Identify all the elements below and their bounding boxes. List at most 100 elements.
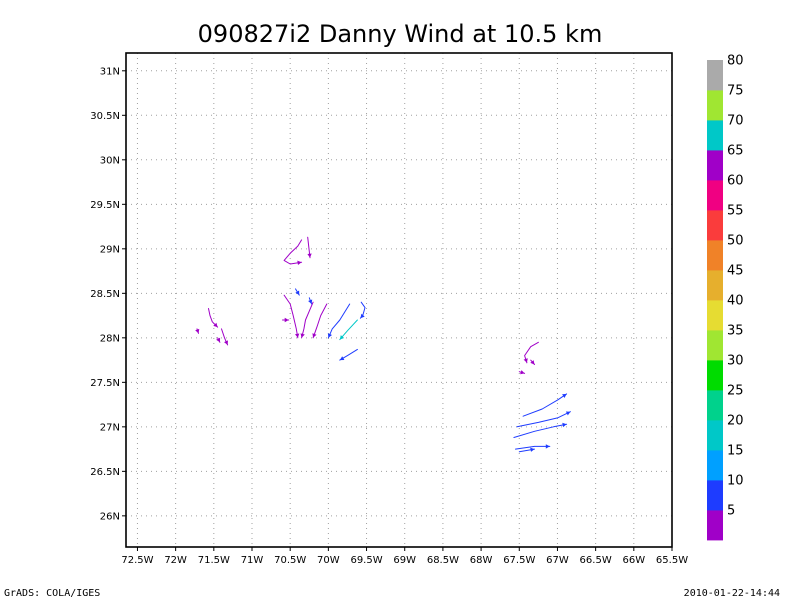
y-tick-label-6: 29N [100, 244, 120, 255]
y-axis-ticks: 26N 26.5N 27N 27.5N 28N 28.5N 29N 29.5N 30N 30.5N… [90, 66, 126, 522]
streamline-arrowhead-20 [565, 411, 571, 416]
streamline-arrowhead-7 [284, 317, 289, 323]
streamlines [195, 236, 571, 453]
streamline-arrowhead-23 [530, 447, 535, 452]
streamline-9 [312, 303, 328, 339]
streamline-arrowhead-15 [339, 356, 345, 361]
y-tick-label-10: 31N [100, 66, 120, 77]
y-tick-label-8: 30N [100, 155, 120, 166]
colorbar-label-13: 70 [727, 114, 744, 129]
colorbar-label-11: 60 [727, 174, 744, 189]
x-tick-label-3: 71W [241, 555, 264, 566]
colorbar-bin-9 [707, 240, 723, 271]
colorbar-label-7: 40 [727, 294, 744, 309]
colorbar-label-10: 55 [727, 204, 744, 219]
y-tick-label-7: 29.5N [90, 200, 120, 211]
streamline-arrowhead-21 [562, 422, 567, 428]
colorbar-bin-15 [707, 60, 723, 91]
x-tick-label-10: 67.5W [503, 555, 535, 566]
colorbar-label-9: 50 [727, 234, 744, 249]
footer-left: GrADS: COLA/IGES [4, 588, 100, 599]
streamline-arrowhead-0 [297, 260, 302, 265]
streamline-arrowhead-13 [339, 335, 345, 340]
y-tick-label-4: 28N [100, 333, 120, 344]
streamline-arrowhead-16 [523, 358, 528, 363]
x-tick-label-13: 66W [623, 555, 646, 566]
colorbar-bin-2 [707, 450, 723, 481]
y-tick-label-5: 28.5N [90, 289, 120, 300]
streamline-arrowhead-14 [360, 313, 365, 319]
streamline-arrowhead-18 [520, 370, 525, 375]
x-tick-label-6: 69.5W [350, 555, 382, 566]
colorbar-label-5: 30 [727, 354, 744, 369]
x-axis-ticks: 72.5W 72W 71.5W 71W 70.5W 70W 69.5W 69W 68.5W 68W… [121, 547, 688, 566]
colorbar-bin-3 [707, 420, 723, 451]
x-tick-label-5: 70W [317, 555, 340, 566]
colorbar-bin-11 [707, 180, 723, 211]
colorbar-bin-14 [707, 90, 723, 121]
y-tick-label-2: 27N [100, 422, 120, 433]
colorbar-bin-6 [707, 330, 723, 361]
x-tick-label-8: 68.5W [427, 555, 459, 566]
streamline-arrowhead-11 [308, 299, 313, 304]
colorbar-bin-5 [707, 360, 723, 391]
streamline-6 [283, 294, 299, 339]
streamline-arrowhead-19 [562, 393, 567, 398]
colorbar-bin-1 [707, 480, 723, 511]
x-tick-label-12: 66.5W [580, 555, 612, 566]
streamline-arrowhead-1 [307, 253, 312, 258]
colorbar-label-4: 25 [727, 384, 744, 399]
streamline-arrowhead-22 [545, 444, 550, 449]
colorbar-bin-7 [707, 300, 723, 331]
colorbar-label-3: 20 [727, 414, 744, 429]
colorbar-bin-8 [707, 270, 723, 301]
streamline-21 [513, 423, 568, 438]
streamline-0 [283, 239, 303, 265]
streamline-12 [327, 303, 351, 339]
plot-frame [125, 52, 673, 548]
colorbar-bin-0 [707, 510, 723, 541]
x-tick-label-2: 71.5W [198, 555, 230, 566]
colorbar-label-8: 45 [727, 264, 744, 279]
streamline-arrowhead-10 [295, 290, 300, 296]
colorbar: 5 10 15 20 25 30 35 40 45 50 55 60 65 70 75 80 [707, 54, 744, 541]
y-tick-label-1: 26.5N [90, 467, 120, 478]
grid-lines [126, 53, 673, 547]
colorbar-label-1: 10 [727, 474, 744, 489]
streamline-arrowhead-8 [300, 333, 305, 338]
y-tick-label-3: 27.5N [90, 378, 120, 389]
chart-title: 090827i2 Danny Wind at 10.5 km [198, 20, 603, 48]
streamline-22 [515, 445, 551, 450]
colorbar-label-6: 35 [727, 324, 744, 339]
streamline-arrowhead-2 [213, 322, 218, 328]
colorbar-label-15: 80 [727, 54, 744, 69]
x-tick-label-1: 72W [164, 555, 187, 566]
footer-right: 2010-01-22-14:44 [684, 588, 780, 599]
colorbar-label-14: 75 [727, 84, 744, 99]
y-tick-label-9: 30.5N [90, 111, 120, 122]
x-tick-label-0: 72.5W [121, 555, 153, 566]
colorbar-label-2: 15 [727, 444, 744, 459]
colorbar-label-0: 5 [727, 504, 735, 519]
streamline-19 [522, 393, 568, 417]
streamline-arrowhead-6 [295, 333, 300, 338]
streamline-arrowhead-3 [224, 340, 228, 345]
y-tick-label-0: 26N [100, 511, 120, 522]
streamline-arrowhead-12 [327, 333, 332, 338]
colorbar-bin-12 [707, 150, 723, 181]
colorbar-bin-4 [707, 390, 723, 421]
streamline-arrowhead-17 [530, 360, 535, 365]
x-tick-label-9: 68W [470, 555, 493, 566]
streamline-arrowhead-4 [195, 328, 200, 334]
colorbar-bin-10 [707, 210, 723, 241]
x-tick-label-14: 65.5W [656, 555, 688, 566]
x-tick-label-7: 69W [393, 555, 416, 566]
streamline-arrowhead-5 [216, 337, 221, 343]
streamline-arrowhead-9 [312, 333, 317, 338]
colorbar-label-12: 65 [727, 144, 744, 159]
x-tick-label-11: 67W [546, 555, 569, 566]
colorbar-bin-13 [707, 120, 723, 151]
x-tick-label-4: 70.5W [274, 555, 306, 566]
streamline-8 [301, 301, 314, 339]
